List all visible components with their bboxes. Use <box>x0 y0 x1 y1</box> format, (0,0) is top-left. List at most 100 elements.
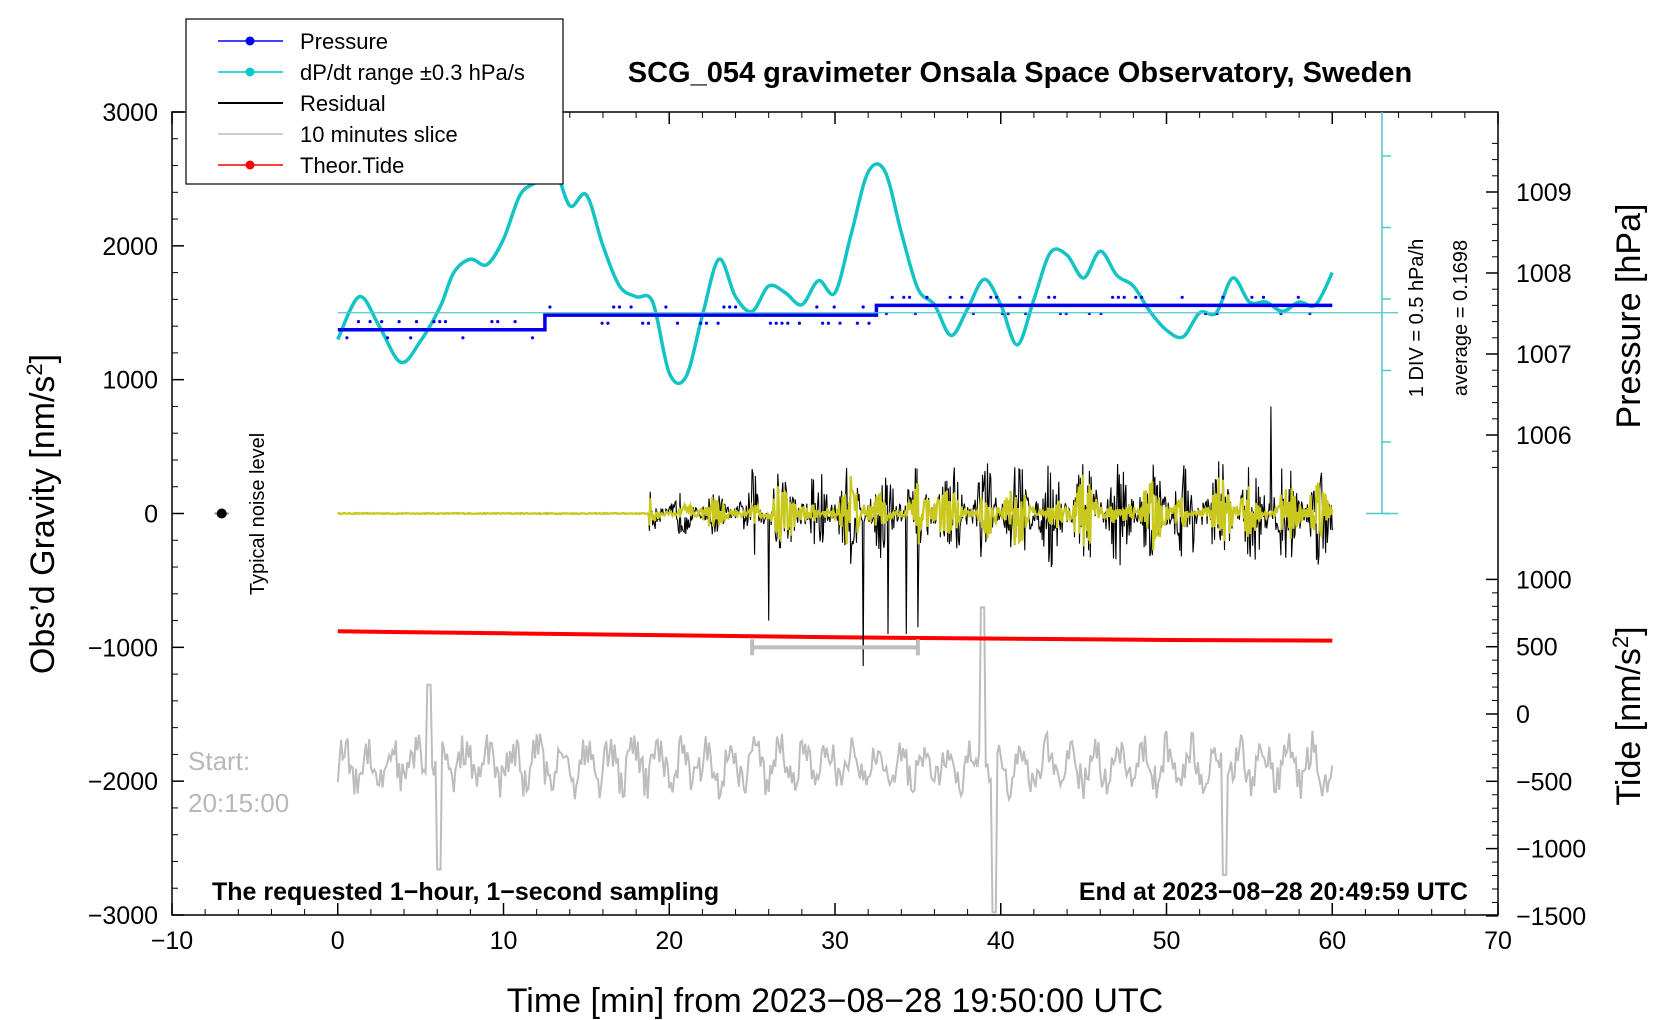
legend-label: Residual <box>300 91 386 116</box>
pressure-sample-dot <box>1296 295 1300 299</box>
pressure-sample-dot <box>960 295 964 299</box>
x-axis-label: Time [min] from 2023−08−28 19:50:00 UTC <box>507 982 1163 1020</box>
x-tick-label: 20 <box>655 927 683 955</box>
residual-series <box>337 406 1334 667</box>
pressure-sample-dot <box>1122 295 1126 299</box>
tide-tick-label: −500 <box>1516 768 1572 796</box>
tide-line <box>337 629 1333 643</box>
pressure-sample-dot <box>995 295 999 299</box>
legend-label: Theor.Tide <box>300 153 404 178</box>
pressure-sample-dot <box>380 320 384 324</box>
pressure-sample-dot <box>821 321 825 325</box>
chart-markers <box>214 508 920 656</box>
pressure-sample-dot <box>699 321 703 325</box>
pressure-sample-dot <box>1053 295 1057 299</box>
pressure-sample-dot <box>432 320 436 324</box>
pressure-sample-dot <box>443 320 448 324</box>
pressure-sample-dot <box>438 320 442 324</box>
pressure-sample-dot <box>902 295 906 299</box>
axis-ticks: −10 0 10 20 30 40 50 60 70 3000 2000 1000 0 −1000 −200… <box>88 99 1586 955</box>
x-tick-label: 50 <box>1153 927 1181 955</box>
pressure-sample-dot <box>786 321 790 325</box>
pressure-sample-dot <box>606 321 610 325</box>
legend-box <box>185 18 564 185</box>
end-time-note: End at 2023−08−28 20:49:59 UTC <box>1079 878 1468 906</box>
legend-label: dP/dt range ±0.3 hPa/s <box>300 60 525 85</box>
pressure-series <box>337 295 1333 340</box>
pressure-sample-dot <box>704 321 709 325</box>
legend: Pressure dP/dt range ±0.3 hPa/s Residual 10… <box>185 18 564 185</box>
pressure-sample-dot <box>728 305 732 309</box>
legend-marker <box>245 67 255 77</box>
pressure-sample-dot <box>780 321 784 325</box>
pressure-sample-dot <box>530 336 535 340</box>
residual-line <box>337 406 1333 667</box>
tide-tick-label: 1000 <box>1516 566 1572 594</box>
x-tick-label: 60 <box>1318 927 1346 955</box>
dpdt-average-label: average = 0.1698 <box>1450 240 1472 396</box>
y-tick-label: 3000 <box>102 99 158 127</box>
pressure-sample-dot <box>1111 295 1115 299</box>
x-tick-label: 30 <box>821 927 849 955</box>
x-tick-label: 40 <box>987 927 1015 955</box>
noise-level-dot <box>216 508 227 519</box>
pressure-sample-dot <box>490 320 494 324</box>
pressure-sample-dot <box>925 295 929 299</box>
pressure-sample-dot <box>409 336 413 340</box>
tide-axis-label: Tide [nm/s2] <box>1608 626 1649 805</box>
chart-title: SCG_054 gravimeter Onsala Space Observat… <box>628 57 1412 89</box>
pressure-sample-dot <box>1250 295 1254 299</box>
sampling-note: The requested 1−hour, 1−second sampling <box>212 878 719 906</box>
legend-label: 10 minutes slice <box>300 122 458 147</box>
noise-level-label: Typical noise level <box>247 433 269 595</box>
legend-items: Pressure dP/dt range ±0.3 hPa/s Residual 10… <box>218 29 525 178</box>
legend-label: Pressure <box>300 29 388 54</box>
pressure-sample-dot <box>646 321 651 325</box>
pressure-sample-dot <box>948 295 952 299</box>
tide-tick-label: −1500 <box>1516 903 1586 931</box>
pressure-sample-dot <box>1261 295 1266 299</box>
pressure-sample-dot <box>629 305 633 309</box>
pressure-sample-dot <box>664 305 668 309</box>
slice-start-label: Start: <box>188 746 250 776</box>
pressure-sample-dot <box>1221 295 1225 299</box>
pressure-sample-dot <box>345 336 349 340</box>
pressure-sample-dot <box>1018 295 1022 299</box>
pressure-sample-dot <box>617 305 622 309</box>
y-tick-label: 0 <box>144 501 158 529</box>
pressure-sample-dot <box>612 305 616 309</box>
pressure-sample-dot <box>1140 295 1144 299</box>
slice-series <box>336 606 1334 914</box>
pressure-line <box>337 303 1333 332</box>
pressure-sample-dot <box>989 295 993 299</box>
pressure-sample-dot <box>826 321 831 325</box>
tide-tick-label: −1000 <box>1516 836 1586 864</box>
x-tick-label: −10 <box>151 927 193 955</box>
x-tick-label: 10 <box>490 927 518 955</box>
slice-line <box>336 606 1334 914</box>
pressure-sample-dot <box>774 321 778 325</box>
pressure-sample-dot <box>716 321 720 325</box>
pressure-sample-dot <box>908 295 912 299</box>
pressure-sample-dot <box>867 321 871 325</box>
y-tick-label: −1000 <box>88 634 158 662</box>
tide-tick-label: 0 <box>1516 701 1530 729</box>
tide-series <box>337 629 1333 643</box>
pressure-sample-dot <box>1047 295 1051 299</box>
pressure-axis-label: Pressure [hPa] <box>1610 204 1648 429</box>
x-tick-label: 0 <box>331 927 345 955</box>
y-tick-label: 2000 <box>102 233 158 261</box>
pressure-sample-dot <box>368 320 372 324</box>
pressure-sample-dot <box>768 321 773 325</box>
pressure-tick-label: 1007 <box>1516 341 1572 369</box>
x-tick-label: 70 <box>1484 927 1512 955</box>
tide-tick-label: 500 <box>1516 634 1558 662</box>
pressure-sample-dot <box>513 320 517 324</box>
pressure-sample-dot <box>890 295 894 299</box>
pressure-sample-dot <box>1116 295 1120 299</box>
legend-marker <box>245 160 255 170</box>
pressure-sample-dot <box>414 320 419 324</box>
y-tick-label: −3000 <box>88 902 158 930</box>
y-tick-label: 1000 <box>102 367 158 395</box>
